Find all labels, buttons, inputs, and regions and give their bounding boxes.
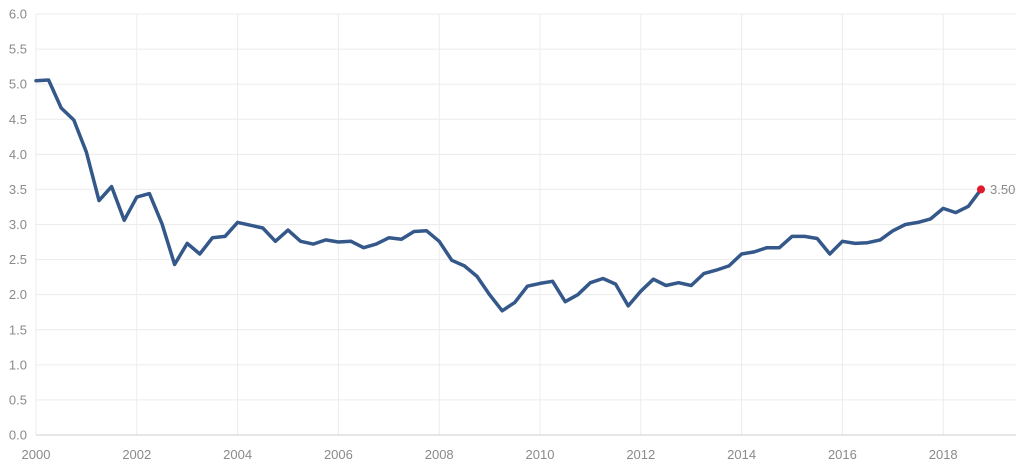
x-tick-label: 2006: [324, 447, 353, 462]
x-tick-label: 2002: [122, 447, 151, 462]
x-tick-label: 2004: [223, 447, 252, 462]
y-tick-label: 1.5: [9, 322, 27, 337]
x-tick-label: 2018: [929, 447, 958, 462]
y-tick-label: 4.5: [9, 112, 27, 127]
y-tick-label: 0.5: [9, 392, 27, 407]
y-tick-label: 2.5: [9, 252, 27, 267]
end-value-label: 3.50: [990, 182, 1015, 197]
y-tick-label: 5.0: [9, 77, 27, 92]
y-tick-label: 0.0: [9, 428, 27, 443]
x-tick-label: 2016: [828, 447, 857, 462]
series-line: [34, 78, 983, 313]
x-tick-label: 2008: [425, 447, 454, 462]
x-tick-label: 2010: [526, 447, 555, 462]
end-point-marker: [977, 185, 985, 194]
x-tick-label: 2012: [626, 447, 655, 462]
y-axis-tick-labels: 0.0 0.5 1.0 1.5 2.0 2.5 3.0 3.5 4.0 4.5 5.0 5.5 6.0: [9, 7, 27, 443]
x-tick-label: 2014: [727, 447, 756, 462]
y-tick-label: 5.5: [9, 42, 27, 57]
y-tick-label: 3.5: [9, 182, 27, 197]
x-axis-tick-labels: 2000 2002 2004 2006 2008 2010 2012 2014 2016 2018: [22, 447, 958, 462]
y-tick-label: 6.0: [9, 7, 27, 22]
x-tick-label: 2000: [22, 447, 51, 462]
grid-lines: [35, 13, 1016, 435]
y-tick-label: 4.0: [9, 147, 27, 162]
y-tick-label: 1.0: [9, 357, 27, 372]
y-tick-label: 3.0: [9, 217, 27, 232]
y-tick-label: 2.0: [9, 287, 27, 302]
